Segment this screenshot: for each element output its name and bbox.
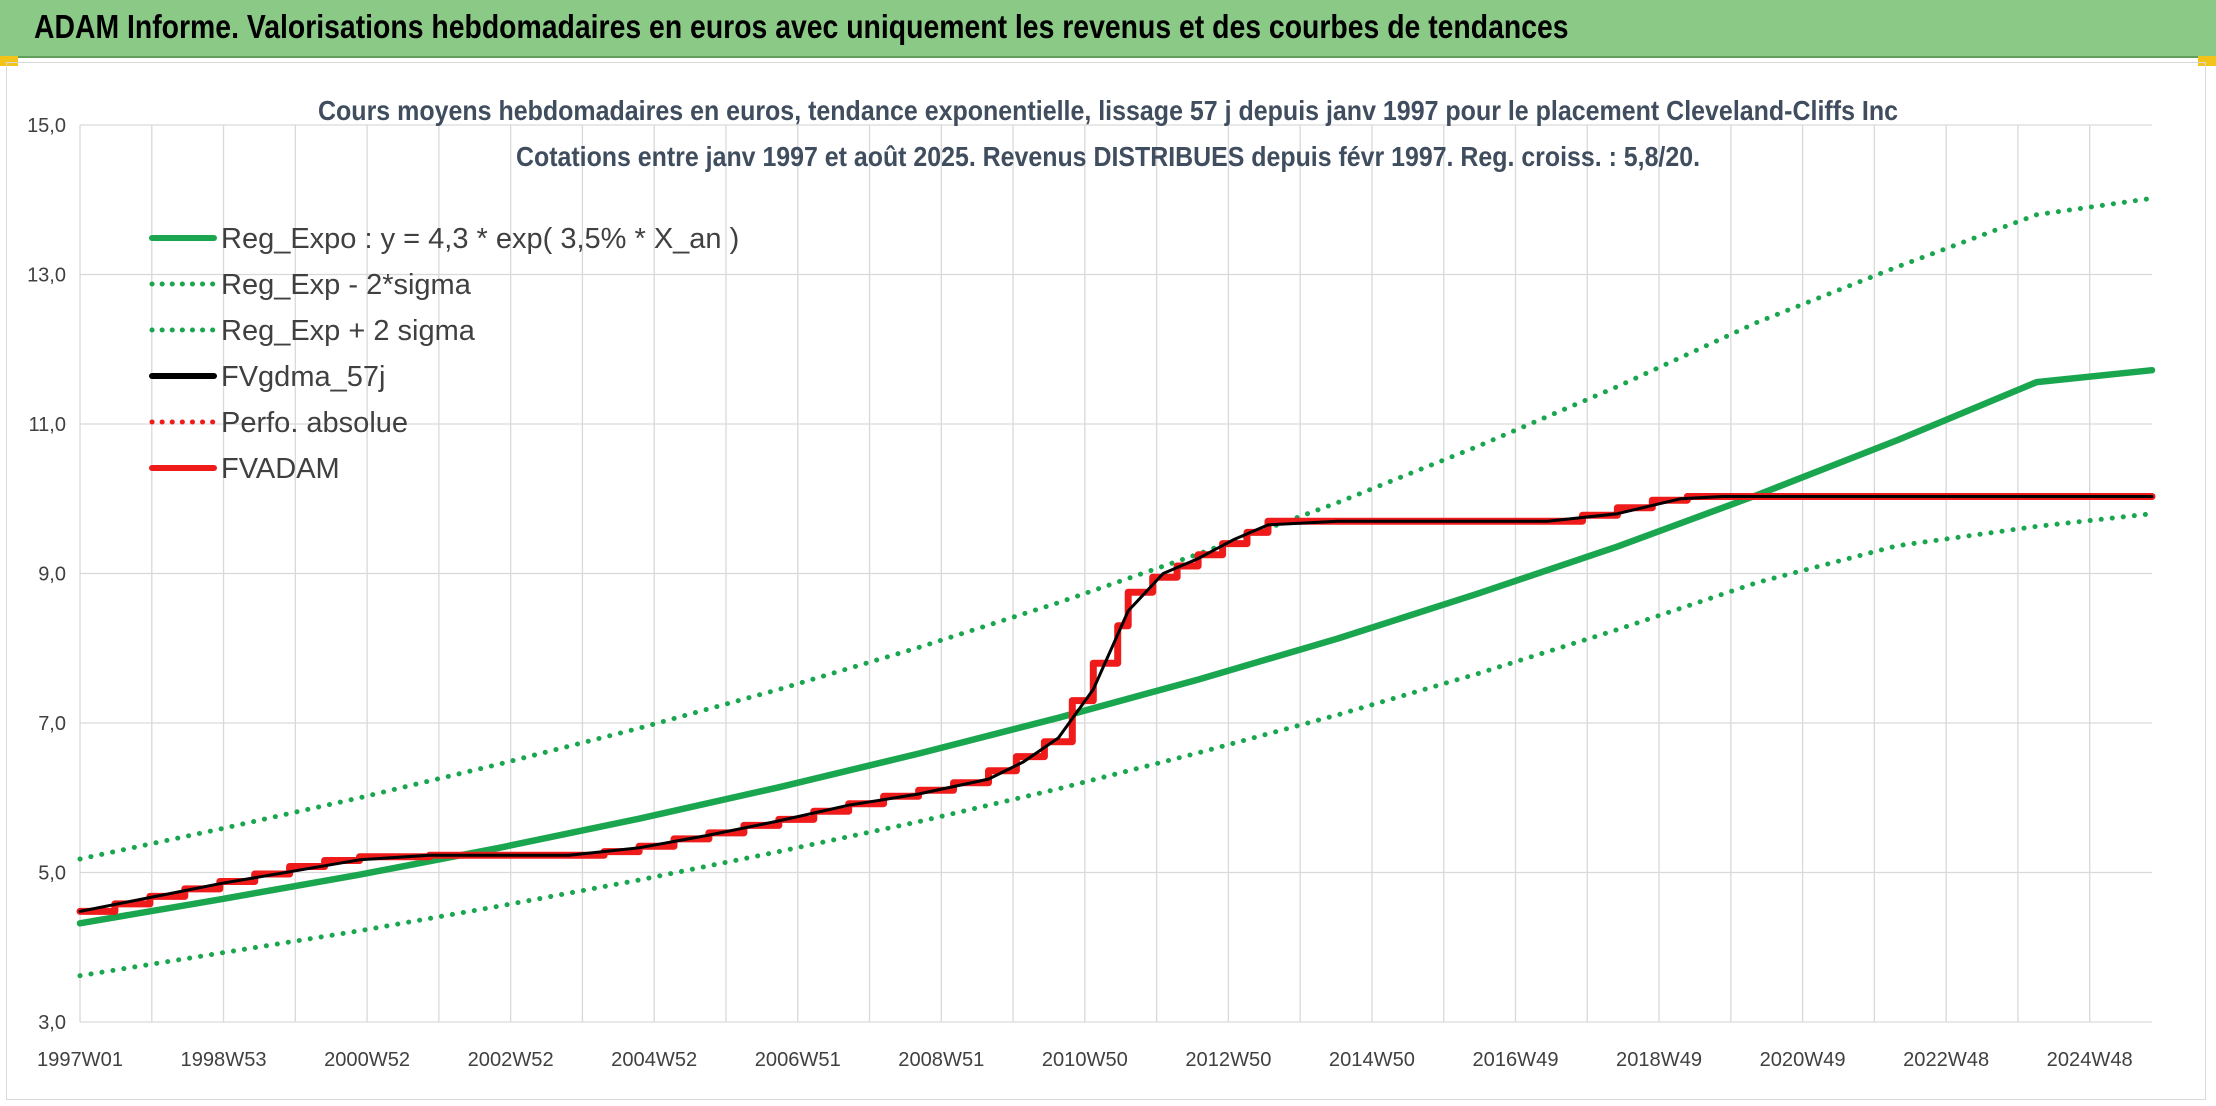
x-tick-label: 2022W48 <box>1903 1049 1989 1071</box>
x-tick-label: 2016W49 <box>1473 1049 1559 1071</box>
chart-title: Cours moyens hebdomadaires en euros, ten… <box>318 95 1898 126</box>
x-tick-label: 2000W52 <box>324 1049 410 1071</box>
x-tick-label: 2012W50 <box>1185 1049 1271 1071</box>
x-tick-label: 2002W52 <box>468 1049 554 1071</box>
report-banner: ADAM Informe. Valorisations hebdomadaire… <box>0 0 2216 58</box>
y-tick-label: 3,0 <box>38 1012 66 1034</box>
x-tick-label: 2006W51 <box>755 1049 841 1071</box>
legend-label: FVgdma_57j <box>221 361 385 393</box>
fvgdma-57j-line <box>78 495 2154 913</box>
y-tick-label: 9,0 <box>38 564 66 586</box>
x-tick-label: 2014W50 <box>1329 1049 1415 1071</box>
x-tick-label: 2004W52 <box>611 1049 697 1071</box>
x-tick-label: 2010W50 <box>1042 1049 1128 1071</box>
x-tick-label: 2024W48 <box>2047 1049 2133 1071</box>
x-tick-label: 2020W49 <box>1760 1049 1846 1071</box>
chart-grid <box>79 124 2152 1023</box>
y-tick-label: 13,0 <box>27 265 66 287</box>
chart-legend: Reg_Expo : y = 4,3 * exp( 3,5% * X_an ) R… <box>149 223 739 485</box>
x-axis-ticks: 1997W01 1998W53 2000W52 2002W52 2004W52 2006W… <box>37 1049 2133 1071</box>
report-title: ADAM Informe. Valorisations hebdomadaire… <box>34 8 1569 45</box>
reg-exp-plus-2sigma-line <box>77 195 2155 862</box>
x-tick-label: 2008W51 <box>898 1049 984 1071</box>
y-tick-label: 7,0 <box>38 713 66 735</box>
corner-marker <box>2198 56 2216 66</box>
legend-label: Perfo. absolue <box>221 407 408 439</box>
legend-label: Reg_Exp - 2*sigma <box>221 269 472 301</box>
legend-label: Reg_Expo : y = 4,3 * exp( 3,5% * X_an ) <box>221 223 739 255</box>
x-tick-label: 1998W53 <box>181 1049 267 1071</box>
y-tick-label: 11,0 <box>29 414 66 436</box>
chart-frame <box>6 62 2206 1100</box>
x-tick-label: 1997W01 <box>37 1049 123 1071</box>
reg-expo-line <box>76 366 2156 927</box>
legend-label: FVADAM <box>221 453 340 485</box>
reg-exp-minus-2sigma-line <box>77 511 2155 979</box>
corner-marker <box>0 56 18 66</box>
x-tick-label: 2018W49 <box>1616 1049 1702 1071</box>
y-axis-ticks: 3,0 5,0 7,0 9,0 11,0 13,0 15,0 <box>27 115 66 1034</box>
chart-subtitle: Cotations entre janv 1997 et août 2025. … <box>516 141 1700 172</box>
y-tick-label: 15,0 <box>27 115 66 137</box>
chart-series <box>76 195 2156 979</box>
y-tick-label: 5,0 <box>38 863 66 885</box>
legend-label: Reg_Exp + 2 sigma <box>221 315 476 347</box>
